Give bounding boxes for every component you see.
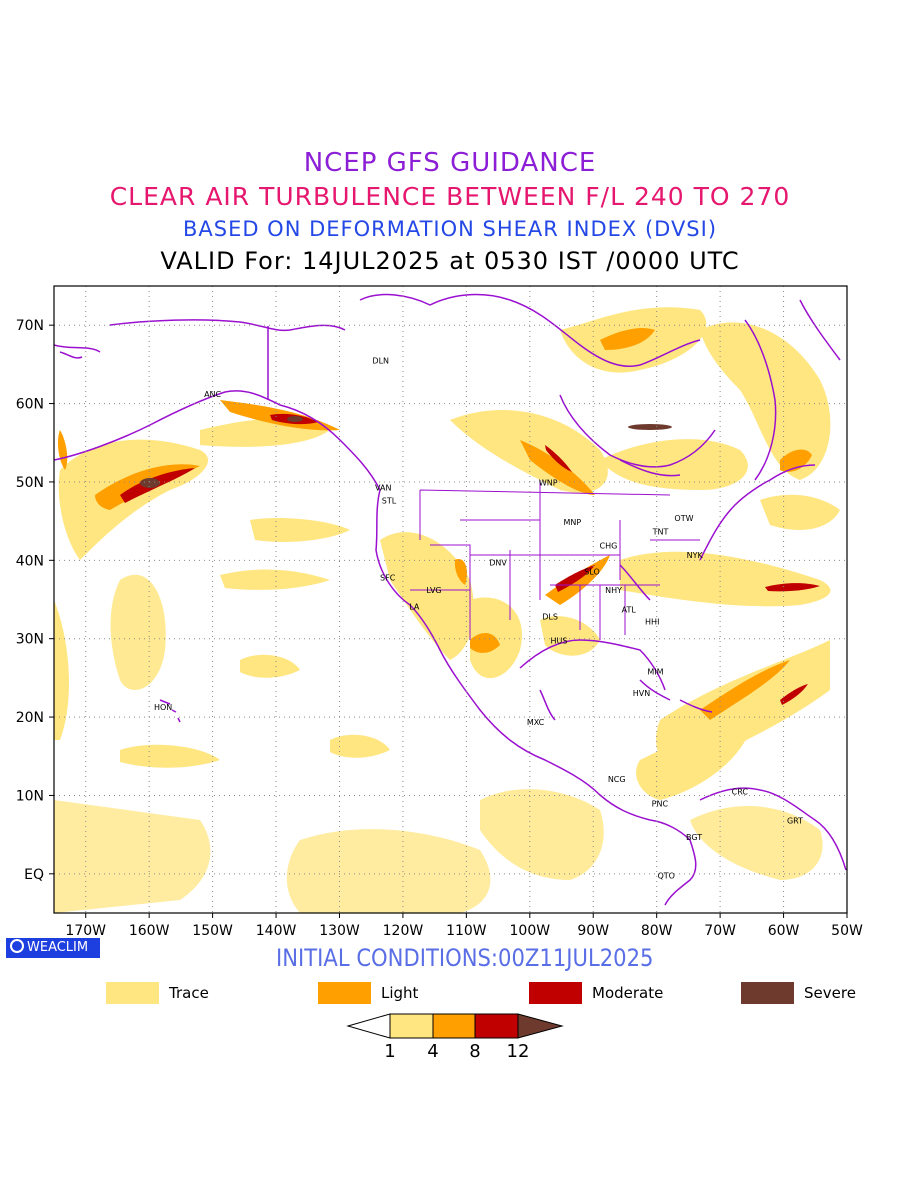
station-label-chg: CHG — [600, 541, 618, 550]
legend-swatch-light — [318, 982, 371, 1004]
lon-tick-label: 140W — [256, 923, 297, 939]
station-label-otw: OTW — [674, 514, 693, 523]
legend-label-trace: Trace — [169, 984, 209, 1002]
colorbar-value-12: 12 — [507, 1041, 530, 1062]
title-line-2: CLEAR AIR TURBULENCE BETWEEN F/L 240 TO … — [109, 182, 791, 211]
station-label-lvg: LVG — [426, 586, 441, 595]
legend-swatch-moderate — [529, 982, 582, 1004]
station-label-pnc: PNC — [652, 799, 669, 808]
lon-tick-label: 120W — [383, 923, 424, 939]
colorbar-moderate — [474, 1013, 519, 1039]
lon-tick-label: 70W — [704, 923, 736, 939]
station-label-nyk: NYK — [687, 551, 704, 560]
lat-tick-label: 20N — [16, 710, 44, 726]
station-label-qto: QTO — [657, 871, 674, 880]
station-label-dln: DLN — [372, 356, 389, 365]
station-label-sfc: SFC — [380, 574, 396, 583]
lon-tick-label: 80W — [641, 923, 673, 939]
lon-tick-label: 60W — [768, 923, 800, 939]
station-label-hus: HUS — [551, 636, 568, 645]
station-label-slo: SLO — [584, 567, 600, 576]
title-line-3: BASED ON DEFORMATION SHEAR INDEX (DVSI) — [182, 217, 718, 241]
colorbar-under-arrow — [346, 1013, 391, 1039]
lon-tick-label: 170W — [65, 923, 106, 939]
station-label-crc: CRC — [732, 788, 749, 797]
station-label-van: VAN — [375, 483, 391, 492]
title-line-1: NCEP GFS GUIDANCE — [303, 148, 597, 178]
initial-conditions: INITIAL CONDITIONS:00Z11JUL2025 — [276, 944, 654, 972]
lat-tick-label: 40N — [16, 553, 44, 569]
legend-label-moderate: Moderate — [592, 984, 664, 1002]
lon-tick-label: 130W — [319, 923, 360, 939]
lat-tick-label: 60N — [16, 397, 44, 413]
station-label-bgt: BGT — [686, 833, 702, 842]
colorbar-trace — [389, 1013, 434, 1039]
station-label-la: LA — [409, 603, 420, 612]
valid-time-line: VALID For: 14JUL2025 at 0530 IST /0000 U… — [160, 247, 740, 275]
lat-tick-label: EQ — [24, 867, 44, 883]
longitude-labels: 170W 160W 150W 140W 130W 120W 110W 100W 90W 80W 70… — [65, 913, 863, 939]
legend-label-severe: Severe — [804, 984, 856, 1002]
lat-tick-label: 50N — [16, 475, 44, 491]
colorbar-value-4: 4 — [427, 1041, 438, 1062]
lon-tick-label: 100W — [510, 923, 551, 939]
map-frame — [53, 285, 848, 914]
station-label-nhy: NHY — [605, 586, 622, 595]
graticule — [54, 286, 848, 913]
station-label-hon: HON — [154, 703, 172, 712]
lat-tick-label: 70N — [16, 318, 44, 334]
colorbar-value-8: 8 — [469, 1041, 480, 1062]
colorbar-light — [432, 1013, 476, 1039]
legend-swatch-severe — [741, 982, 794, 1004]
station-labels: ANC DLN HON VAN STL WNP MNP TNT OTW CHG NYK SFC DNV S… — [154, 356, 803, 880]
turbulence-field — [54, 307, 840, 913]
station-label-hhi: HHI — [645, 617, 659, 626]
colorbar: 1 4 8 12 — [346, 1013, 564, 1062]
station-label-dnv: DNV — [489, 559, 507, 568]
latitude-labels: EQ 10N 20N 30N 40N 50N 60N 70N — [16, 318, 54, 883]
lon-tick-label: 90W — [577, 923, 609, 939]
state-borders — [410, 480, 700, 640]
station-label-mxc: MXC — [527, 718, 545, 727]
station-label-hvn: HVN — [633, 689, 650, 698]
station-label-stl: STL — [382, 497, 397, 506]
lon-tick-label: 160W — [129, 923, 170, 939]
lon-tick-label: 150W — [192, 923, 233, 939]
station-label-dls: DLS — [542, 613, 558, 622]
station-label-wnp: WNP — [539, 479, 558, 488]
lon-tick-label: 50W — [831, 923, 863, 939]
station-label-grt: GRT — [787, 817, 803, 826]
colorbar-severe-arrow — [517, 1013, 564, 1039]
badge-text: WEACLIM — [27, 940, 89, 955]
circle-logo-icon — [10, 939, 24, 953]
station-label-mim: MIM — [647, 668, 663, 677]
colorbar-value-1: 1 — [384, 1041, 395, 1062]
station-label-tnt: TNT — [652, 527, 669, 536]
lon-tick-label: 110W — [446, 923, 487, 939]
lat-tick-label: 10N — [16, 788, 44, 804]
station-label-mnp: MNP — [563, 518, 581, 527]
station-label-atl: ATL — [622, 606, 637, 615]
legend-label-light: Light — [381, 984, 419, 1002]
legend-swatch-trace — [106, 982, 159, 1004]
station-label-anc: ANC — [204, 390, 221, 399]
weaclim-badge: WEACLIM — [6, 938, 100, 958]
station-label-ncg: NCG — [608, 775, 626, 784]
lat-tick-label: 30N — [16, 632, 44, 648]
